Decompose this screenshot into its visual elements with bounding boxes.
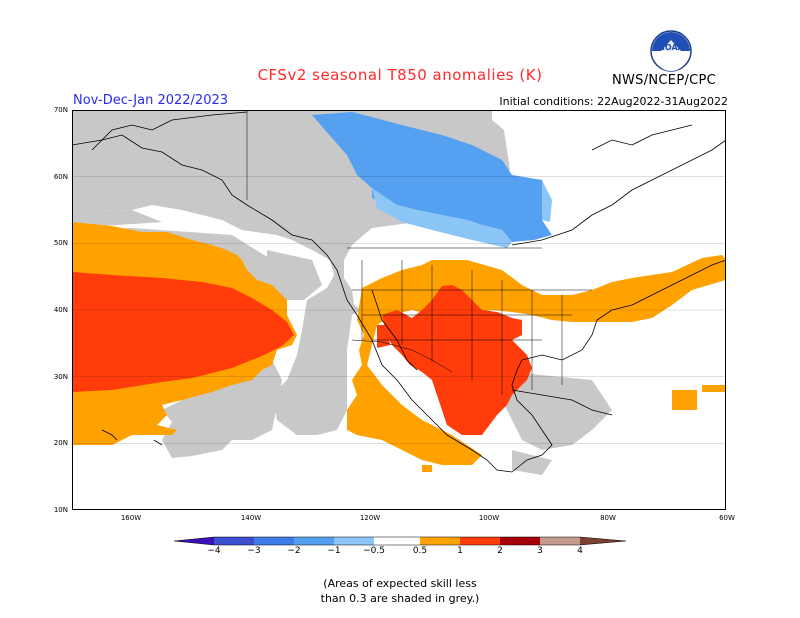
colorbar-segment [254,537,294,545]
cold-weak-shading [372,180,552,248]
colorbar-tick: −3 [247,546,261,556]
colorbar-segment [294,537,334,545]
noaa-logo-icon: NOAA [650,30,692,72]
lat-label-50n: 50N [53,239,68,247]
warm-moderate-shading [72,272,532,435]
colorbar-tick: −0.5 [363,546,385,556]
colorbar-tick: −4 [207,546,221,556]
colorbar-tick: 1 [457,546,463,556]
colorbar [174,536,626,546]
colorbar-segment [460,537,500,545]
chart-title: CFSv2 seasonal T850 anomalies (K) [257,66,543,84]
graticule [72,176,726,444]
agency-label: NWS/NCEP/CPC [612,73,717,88]
colorbar-tick: 0.5 [412,546,428,556]
lat-label-30n: 30N [53,373,68,381]
colorbar-segment [420,537,460,545]
season-label: Nov-Dec-Jan 2022/2023 [73,93,229,108]
lat-label-70n: 70N [53,106,68,114]
colorbar-segment [374,537,420,545]
lon-label-160w: 160W [120,514,142,522]
colorbar-segment [580,537,626,545]
lat-label-10n: 10N [53,506,68,514]
lon-label-140w: 140W [240,514,262,522]
map-plot-area [72,110,726,510]
colorbar-segment [174,537,214,545]
lat-label-60n: 60N [53,173,68,181]
colorbar-tick: 3 [537,546,543,556]
skill-note: (Areas of expected skill less than 0.3 a… [0,576,800,606]
colorbar-tick: −1 [327,546,341,556]
initial-conditions-label: Initial conditions: 22Aug2022-31Aug2022 [499,95,728,108]
cold-moderate-shading [312,112,552,242]
colorbar-tick: 2 [497,546,503,556]
lon-label-80w: 80W [600,514,616,522]
colorbar-tick: −2 [287,546,301,556]
colorbar-tick: 4 [577,546,583,556]
lat-label-20n: 20N [53,439,68,447]
skill-note-line-1: (Areas of expected skill less [323,577,477,590]
lon-label-100w: 100W [478,514,500,522]
lat-label-40n: 40N [53,306,68,314]
lon-label-120w: 120W [359,514,381,522]
colorbar-segment [214,537,254,545]
lon-label-60w: 60W [719,514,735,522]
svg-text:NOAA: NOAA [658,43,684,52]
political-borders [246,110,592,395]
skill-note-line-2: than 0.3 are shaded in grey.) [320,592,480,605]
colorbar-segment [540,537,580,545]
colorbar-segment [334,537,374,545]
colorbar-segment [500,537,540,545]
